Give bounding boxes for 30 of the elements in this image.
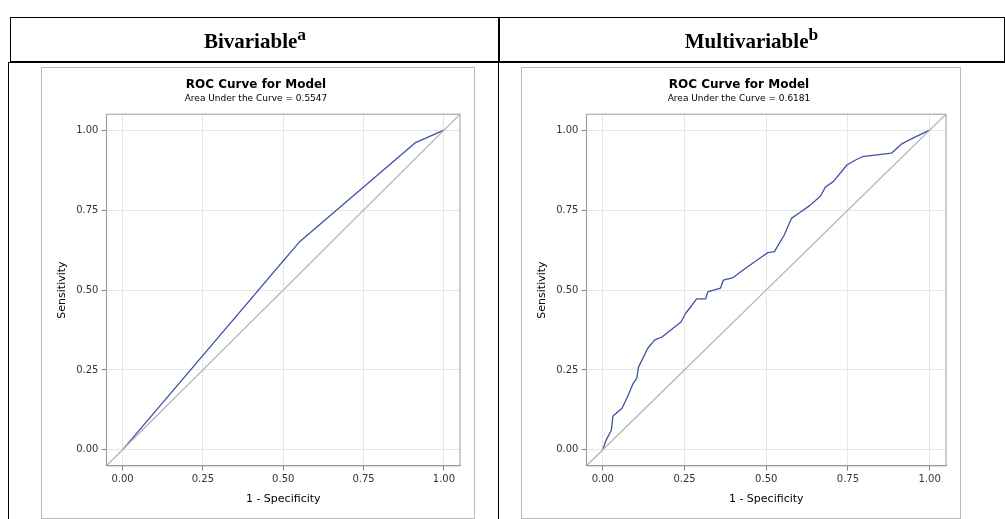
x-tick-label: 0.00 [111, 473, 134, 485]
x-tick-label: 0.00 [591, 473, 614, 485]
chart-subtitle: Area Under the Curve = 0.5547 [184, 93, 328, 104]
y-axis-title: Sensitivity [55, 260, 69, 319]
x-tick-label: 0.25 [673, 473, 696, 485]
y-tick-label: 0.75 [76, 203, 99, 215]
x-tick-label: 0.75 [352, 473, 375, 485]
chart-subtitle: Area Under the Curve = 0.6181 [667, 93, 811, 104]
x-tick-label: 0.75 [836, 473, 860, 485]
x-axis-title: 1 - Specificity [728, 492, 805, 506]
x-tick-label: 0.50 [272, 473, 295, 485]
y-axis-title: Sensitivity [535, 260, 549, 319]
chart-title: ROC Curve for Model [185, 77, 327, 92]
text: Multivariable$^{b}$ [498, 17, 1005, 62]
y-tick-label: 0.50 [76, 283, 99, 295]
y-tick-label: 0.25 [556, 363, 579, 375]
x-axis-title: 1 - Specificity [245, 492, 322, 506]
y-tick-label: 1.00 [76, 123, 99, 135]
y-tick-label: 0.50 [556, 283, 579, 295]
y-tick-label: 0.00 [556, 443, 579, 455]
y-tick-label: 1.00 [556, 123, 579, 135]
y-tick-label: 0.25 [76, 363, 99, 375]
chart-title: ROC Curve for Model [668, 77, 810, 92]
y-tick-label: 0.75 [556, 203, 579, 215]
x-tick-label: 0.50 [755, 473, 778, 485]
x-tick-label: 1.00 [432, 473, 456, 485]
y-tick-label: 0.00 [76, 443, 99, 455]
x-tick-label: 0.25 [191, 473, 215, 485]
text: Bivariable$^{a}$ [10, 17, 500, 62]
x-tick-label: 1.00 [918, 473, 941, 485]
